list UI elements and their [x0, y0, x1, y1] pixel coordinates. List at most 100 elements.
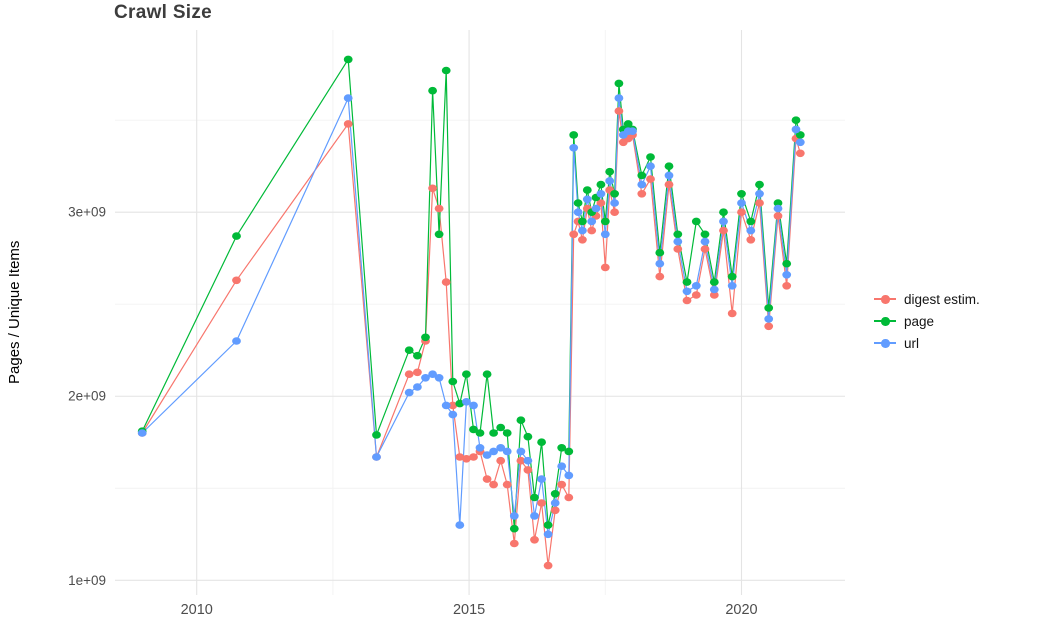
- data-point-digest-estim-: [448, 401, 458, 410]
- data-point-page: [232, 232, 241, 240]
- data-point-digest-estim-: [455, 453, 465, 461]
- data-point-page: [448, 377, 458, 386]
- data-point-digest-estim-: [655, 272, 665, 281]
- data-point-digest-estim-: [441, 278, 451, 286]
- data-point-page: [610, 190, 619, 198]
- data-point-page: [719, 208, 728, 216]
- data-point-url: [682, 287, 692, 296]
- data-point-url: [573, 208, 583, 216]
- data-point-digest-estim-: [719, 226, 728, 235]
- data-point-digest-estim-: [737, 208, 746, 216]
- data-point-digest-estim-: [746, 236, 756, 244]
- legend: digest estim. page url: [874, 290, 980, 352]
- data-point-url: [600, 230, 610, 239]
- data-point-digest-estim-: [673, 245, 683, 253]
- data-point-digest-estim-: [462, 455, 471, 463]
- data-point-url: [614, 94, 624, 102]
- data-point-url: [550, 499, 560, 507]
- legend-key-url-icon: [874, 336, 896, 350]
- legend-key-page-icon: [874, 314, 896, 328]
- data-point-url: [655, 259, 665, 268]
- data-point-page: [509, 524, 519, 533]
- data-point-page: [746, 217, 756, 226]
- data-point-digest-estim-: [550, 506, 560, 515]
- data-point-url: [727, 282, 737, 290]
- data-point-page: [343, 55, 353, 64]
- data-point-page: [421, 333, 430, 342]
- data-point-page: [773, 199, 783, 207]
- data-point-url: [691, 282, 701, 290]
- data-point-url: [773, 204, 783, 213]
- data-point-url: [596, 190, 606, 198]
- data-point-url: [421, 374, 430, 382]
- data-point-page: [755, 180, 764, 189]
- data-point-digest-estim-: [709, 291, 719, 299]
- data-point-digest-estim-: [404, 370, 414, 379]
- data-point-page: [441, 66, 451, 75]
- data-point-url: [455, 521, 465, 529]
- data-point-digest-estim-: [232, 276, 241, 285]
- data-point-page: [434, 230, 444, 239]
- data-point-page: [727, 272, 737, 281]
- data-point-page: [428, 86, 437, 95]
- legend-dot-swatch: [881, 317, 890, 326]
- legend-label-url: url: [904, 335, 920, 351]
- data-point-page: [655, 248, 665, 257]
- data-point-digest-estim-: [596, 199, 606, 207]
- data-point-url: [637, 180, 647, 189]
- data-point-digest-estim-: [482, 475, 492, 483]
- data-point-page: [637, 171, 647, 180]
- data-point-url: [462, 398, 471, 406]
- chart-title: Crawl Size: [114, 2, 213, 23]
- data-point-url: [482, 451, 492, 459]
- data-point-page: [413, 351, 422, 360]
- data-point-url: [434, 374, 444, 382]
- x-tick-label: 2010: [181, 602, 213, 618]
- data-point-url: [673, 237, 683, 246]
- data-point-digest-estim-: [682, 296, 692, 305]
- data-point-url: [591, 204, 601, 213]
- y-axis-label: Pages / Unique Items: [6, 240, 23, 385]
- series-line-url: [141, 97, 801, 535]
- data-point-page: [537, 438, 546, 447]
- data-point-url: [475, 444, 485, 452]
- data-point-digest-estim-: [516, 456, 526, 465]
- data-point-url: [610, 199, 619, 207]
- data-point-url: [543, 530, 553, 539]
- legend-item-page: page: [874, 312, 980, 330]
- data-point-digest-estim-: [646, 175, 655, 183]
- y-tick-label: 3e+09: [68, 205, 106, 220]
- data-point-digest-estim-: [509, 539, 519, 548]
- data-point-digest-estim-: [691, 291, 701, 299]
- data-point-url: [372, 453, 381, 461]
- data-point-page: [605, 167, 615, 176]
- data-point-digest-estim-: [795, 149, 805, 158]
- data-point-page: [791, 116, 801, 124]
- data-point-url: [582, 195, 592, 204]
- data-point-url: [719, 217, 728, 226]
- data-point-url: [564, 471, 574, 480]
- data-point-url: [578, 226, 587, 235]
- data-point-url: [795, 138, 805, 147]
- x-tick-label: 2015: [453, 602, 485, 618]
- data-point-page: [550, 490, 560, 498]
- data-point-page: [596, 180, 606, 189]
- data-point-digest-estim-: [564, 493, 574, 502]
- data-point-page: [564, 447, 574, 456]
- data-point-digest-estim-: [578, 236, 587, 244]
- legend-key-digest-estim-icon: [874, 292, 896, 306]
- data-point-digest-estim-: [428, 184, 437, 193]
- data-point-url: [709, 285, 719, 294]
- data-point-digest-estim-: [587, 226, 597, 235]
- data-point-digest-estim-: [543, 561, 553, 570]
- data-point-digest-estim-: [530, 536, 539, 544]
- legend-label-digest-estim: digest estim.: [904, 291, 980, 307]
- legend-dot-swatch: [881, 339, 890, 348]
- data-point-page: [530, 493, 539, 502]
- data-point-digest-estim-: [434, 204, 444, 213]
- data-point-url: [755, 190, 764, 198]
- legend-label-page: page: [904, 313, 935, 329]
- data-point-digest-estim-: [782, 282, 792, 290]
- data-point-page: [557, 444, 567, 452]
